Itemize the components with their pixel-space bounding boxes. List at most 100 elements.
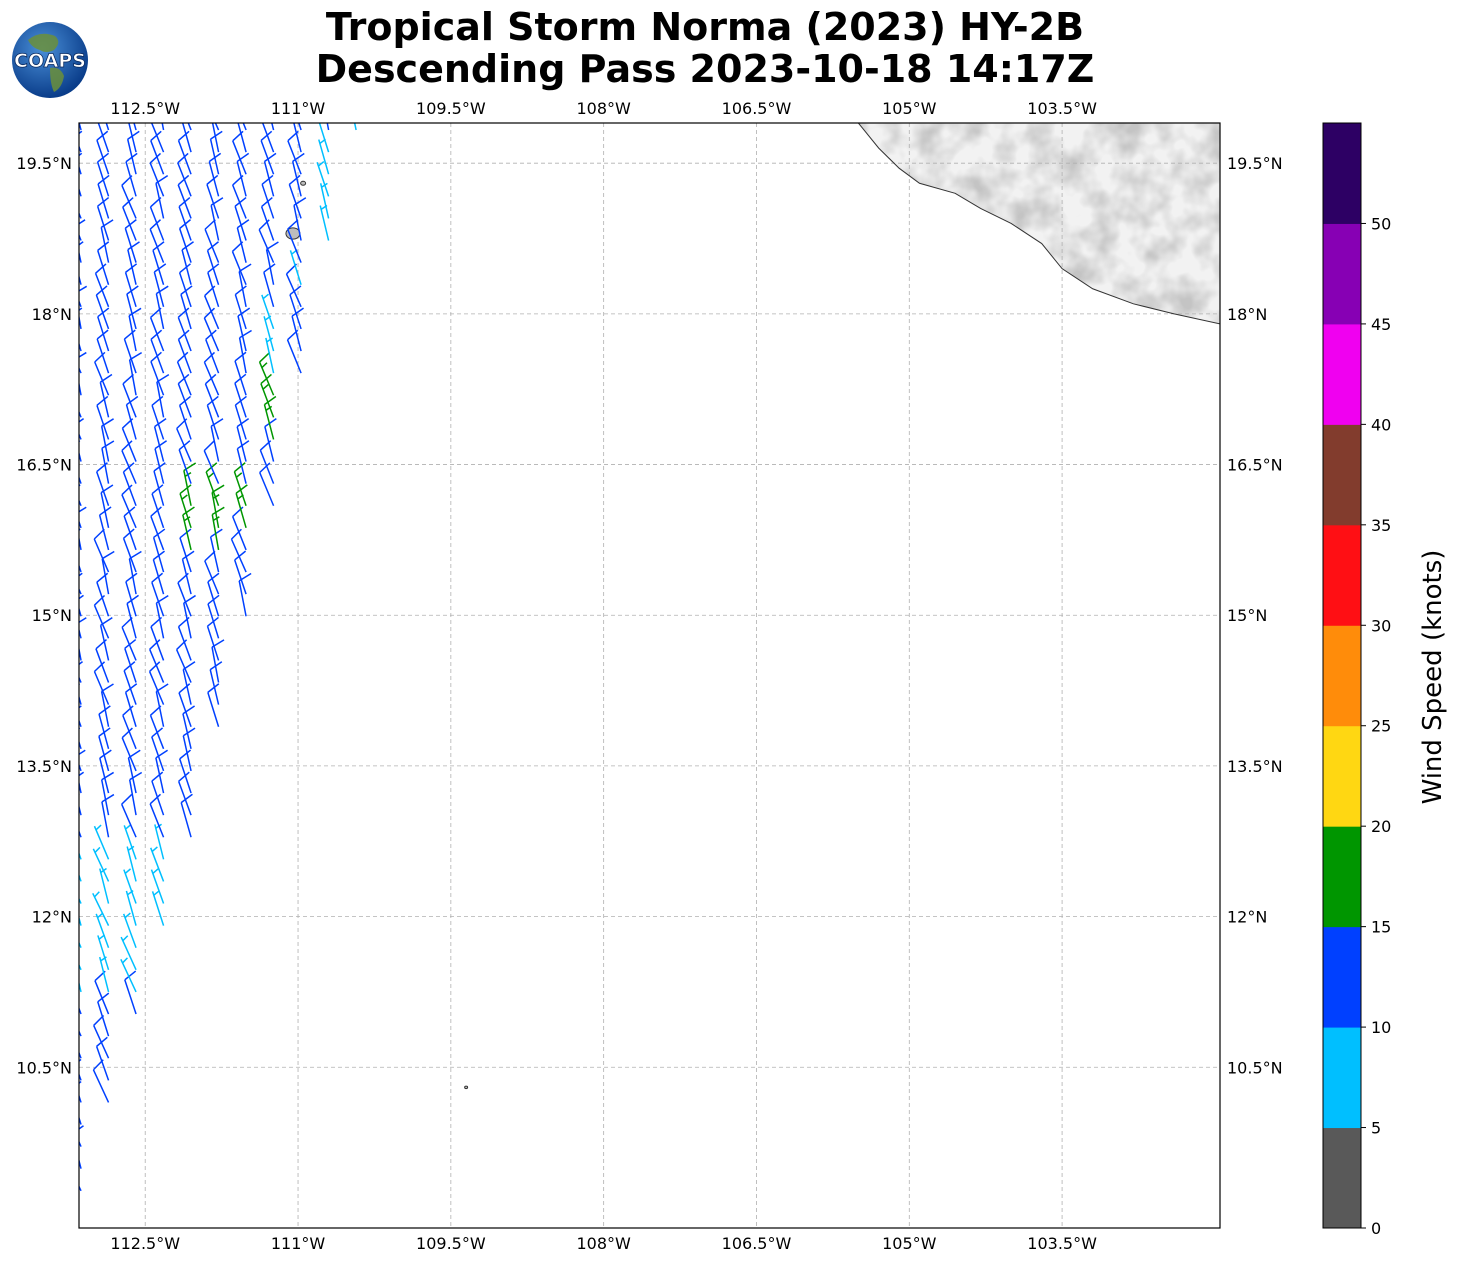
wind-barb	[214, 123, 220, 131]
wind-barb	[122, 912, 137, 948]
wind-barb	[236, 219, 250, 263]
wind-barb	[151, 395, 165, 440]
lat-tick-label: 12°N	[32, 908, 72, 927]
wind-barb	[93, 528, 110, 573]
wind-barb	[207, 572, 220, 617]
wind-barb	[150, 351, 165, 396]
colorbar-tick-label: 35	[1371, 516, 1391, 535]
wind-barb	[264, 418, 277, 462]
wind-barb	[155, 285, 169, 330]
wind-barb	[180, 793, 193, 838]
lon-tick-label: 112.5°W	[110, 1234, 180, 1253]
coastline-line	[857, 123, 1220, 325]
wind-barb	[94, 263, 110, 308]
island	[300, 180, 307, 186]
wind-barb	[151, 572, 165, 617]
colorbar-bin	[1323, 725, 1361, 827]
colorbar-bin	[1323, 1027, 1361, 1129]
wind-barb	[94, 351, 110, 396]
wind-barb	[79, 617, 87, 661]
colorbar-frame	[1322, 122, 1362, 1229]
wind-barb	[179, 484, 192, 529]
lon-tick-label: 109.5°W	[416, 1234, 486, 1253]
wind-barb	[175, 639, 192, 683]
wind-barb	[101, 440, 115, 484]
wind-barb	[121, 727, 137, 772]
wind-barb	[178, 683, 192, 727]
lat-tick-label: 13.5°N	[16, 757, 72, 776]
wind-barb	[121, 484, 137, 529]
wind-barb	[176, 351, 192, 396]
wind-barb	[128, 307, 142, 352]
wind-barb	[234, 351, 247, 396]
wind-barb	[99, 749, 112, 794]
lon-tick-label: 111°W	[271, 99, 326, 118]
wind-barb	[120, 793, 137, 838]
wind-barb	[133, 123, 137, 131]
wind-barb	[126, 594, 139, 639]
wind-barb	[259, 462, 275, 507]
wind-barb	[79, 351, 87, 396]
wind-barb	[161, 123, 165, 131]
wind-barb	[258, 351, 275, 396]
map-frame	[78, 122, 1221, 1229]
wind-barb	[209, 130, 223, 175]
wind-barb	[180, 285, 193, 330]
wind-barb	[127, 241, 140, 285]
colorbar-bin	[1323, 826, 1361, 928]
wind-barb	[153, 417, 167, 462]
wind-barb	[288, 174, 302, 219]
wind-barb	[182, 727, 196, 772]
wind-barb	[150, 123, 165, 153]
colorbar: 0 5 10 15 20 25 30 35 40 45 50	[1322, 122, 1391, 1238]
wind-barb	[236, 417, 250, 462]
lon-tick-label: 109.5°W	[416, 99, 486, 118]
wind-barb	[93, 594, 110, 639]
island	[464, 1085, 469, 1090]
logo-text: COAPS	[14, 50, 86, 72]
wind-barb	[265, 337, 275, 374]
wind-barb	[260, 196, 275, 241]
wind-barb	[150, 329, 165, 374]
wind-barb	[79, 285, 88, 330]
wind-barb	[263, 263, 276, 308]
lon-tick-label: 106.5°W	[722, 1234, 792, 1253]
colorbar-tick-label: 20	[1371, 817, 1391, 836]
wind-barb	[153, 263, 167, 308]
wind-barb	[242, 123, 247, 131]
wind-barb	[211, 484, 225, 528]
lon-tick-label: 111°W	[271, 1234, 326, 1253]
colorbar-bin	[1323, 123, 1361, 224]
wind-barb	[263, 395, 277, 440]
wind-barb	[126, 130, 140, 175]
colorbar-bin	[1323, 926, 1361, 1028]
wind-barb	[100, 771, 115, 816]
wind-barb	[152, 241, 165, 285]
wind-barb	[123, 824, 137, 860]
lon-tick-label: 108°W	[576, 99, 631, 118]
wind-barb	[291, 152, 305, 197]
colorbar-tick-label: 45	[1371, 315, 1391, 334]
wind-barb	[187, 123, 192, 131]
lat-tick-label: 16.5°N	[16, 456, 72, 475]
wind-barb	[233, 550, 247, 595]
wind-barb	[96, 395, 110, 440]
wind-barb	[124, 263, 138, 308]
wind-barb	[149, 219, 165, 263]
wind-barb	[209, 528, 223, 573]
wind-barb	[149, 793, 165, 838]
wind-barb	[206, 174, 220, 219]
wind-barb	[206, 241, 220, 285]
wind-barb	[150, 506, 165, 551]
wind-barb	[148, 639, 165, 683]
wind-barb	[265, 241, 279, 285]
wind-barb	[124, 683, 138, 727]
colorbar-tick-label: 5	[1371, 1119, 1381, 1138]
colorbar-tick-label: 40	[1371, 415, 1391, 434]
lat-tick-label: 16.5°N	[1227, 456, 1283, 475]
lat-tick-label: 18°N	[1227, 305, 1267, 324]
wind-barb	[105, 123, 110, 131]
lon-tick-label: 108°W	[576, 1234, 631, 1253]
wind-barb	[123, 868, 137, 904]
